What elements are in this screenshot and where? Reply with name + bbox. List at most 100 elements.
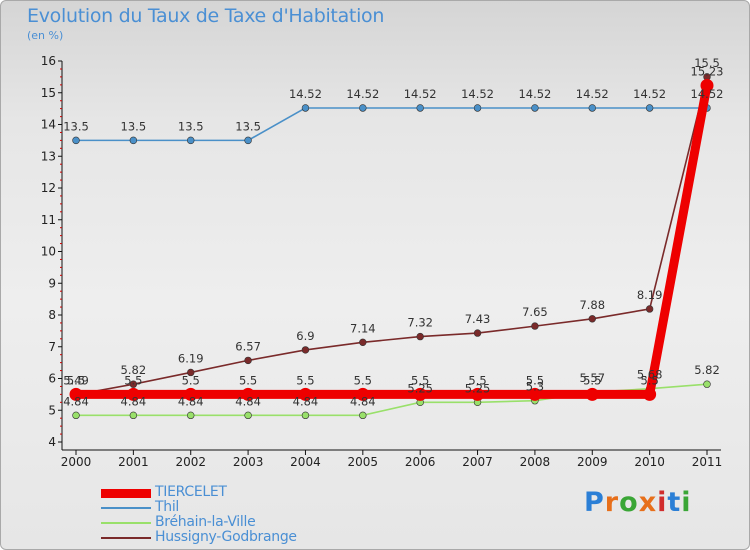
series-point-0 xyxy=(528,387,542,401)
x-tick-label: 2009 xyxy=(577,455,608,469)
y-tick-label: 4 xyxy=(48,435,56,449)
data-label-1: 14.52 xyxy=(633,87,666,101)
data-label-1: 14.52 xyxy=(346,87,379,101)
x-tick-label: 2003 xyxy=(233,455,264,469)
data-label-3: 6.19 xyxy=(178,351,204,365)
logo-letter: i xyxy=(657,487,668,518)
legend-label-tiercelet: TIERCELET xyxy=(155,484,227,500)
series-point-0 xyxy=(585,387,599,401)
series-point-3 xyxy=(187,368,195,377)
data-label-1: 14.52 xyxy=(518,87,551,101)
chart-title: Evolution du Taux de Taxe d'Habitation xyxy=(27,5,385,27)
series-point-0 xyxy=(298,387,312,401)
data-label-1: 13.5 xyxy=(63,119,89,133)
series-point-3 xyxy=(531,322,539,330)
x-tick-label: 2004 xyxy=(290,455,321,469)
y-tick-label: 14 xyxy=(41,118,56,132)
legend-label-thil: Thil xyxy=(155,499,180,515)
data-label-2: 5.82 xyxy=(694,363,720,377)
series-line-2 xyxy=(75,383,708,417)
y-tick-label: 8 xyxy=(48,308,56,322)
series-point-2 xyxy=(244,411,252,420)
series-line-0 xyxy=(71,80,712,399)
series-point-1 xyxy=(531,104,539,112)
series-point-0 xyxy=(643,387,657,401)
data-label-3: 6.9 xyxy=(296,329,314,343)
data-label-0: 5.5 xyxy=(526,373,544,387)
x-tick-label: 2011 xyxy=(692,455,723,469)
series-point-3 xyxy=(359,338,367,347)
x-tick-label: 2002 xyxy=(175,455,206,469)
series-point-1 xyxy=(187,136,195,145)
data-label-3: 7.14 xyxy=(350,321,376,335)
data-label-1: 13.5 xyxy=(121,119,147,133)
data-label-3: 7.32 xyxy=(407,316,433,330)
data-label-3: 7.88 xyxy=(579,298,605,312)
data-label-1: 14.52 xyxy=(404,87,437,101)
data-label-3: 7.43 xyxy=(465,312,491,326)
data-label-1: 14.52 xyxy=(289,87,322,101)
series-point-0 xyxy=(471,387,485,401)
legend-swatch-hussigny xyxy=(101,537,151,539)
data-label-0: 5.5 xyxy=(296,373,314,387)
series-point-0 xyxy=(184,387,198,401)
series-point-3 xyxy=(588,315,596,323)
series-point-1 xyxy=(72,136,80,145)
data-label-3: 5.49 xyxy=(63,374,89,388)
data-label-0: 5.5 xyxy=(583,373,601,387)
y-tick-label: 13 xyxy=(41,149,56,163)
data-label-3: 5.82 xyxy=(121,363,147,377)
data-label-0: 5.5 xyxy=(640,373,658,387)
series-point-3 xyxy=(244,356,252,365)
legend-label-brehain: Bréhain-la-Ville xyxy=(155,514,256,530)
data-label-3: 15.5 xyxy=(694,56,720,70)
series-point-1 xyxy=(301,104,310,112)
data-label-2: 5.68 xyxy=(637,368,663,382)
y-tick-label: 12 xyxy=(41,181,56,195)
data-label-2: 4.84 xyxy=(63,394,89,408)
data-label-2: 5.57 xyxy=(579,371,605,385)
data-label-2: 5.25 xyxy=(407,381,433,395)
x-tick-label: 2007 xyxy=(462,455,493,469)
x-tick-label: 2008 xyxy=(520,455,551,469)
logo-letter: r xyxy=(604,487,620,518)
data-label-1: 14.52 xyxy=(461,87,494,101)
y-tick-label: 15 xyxy=(41,86,56,100)
series-point-2 xyxy=(703,380,711,388)
y-tick-label: 6 xyxy=(48,372,56,386)
logo-letter: x xyxy=(638,487,658,518)
x-tick-label: 2010 xyxy=(634,455,665,469)
data-label-2: 5.3 xyxy=(526,380,544,394)
y-tick-label: 7 xyxy=(48,340,56,354)
logo-letter: P xyxy=(584,487,605,518)
legend-swatch-thil xyxy=(101,507,151,509)
logo-letter: o xyxy=(619,487,639,518)
unit-label: (en %) xyxy=(27,29,64,42)
series-point-3 xyxy=(473,329,482,337)
series-point-0 xyxy=(126,387,140,401)
legend-swatch-tiercelet xyxy=(101,489,151,498)
y-tick-label: 16 xyxy=(41,54,56,68)
data-label-3: 6.57 xyxy=(235,339,261,353)
data-label-2: 4.84 xyxy=(350,394,376,408)
series-point-0 xyxy=(356,387,370,401)
data-label-2: 4.84 xyxy=(293,394,319,408)
data-label-0: 5.5 xyxy=(411,373,429,387)
series-point-2 xyxy=(301,411,310,420)
legend-swatch-brehain xyxy=(101,522,151,524)
series-point-1 xyxy=(244,136,252,145)
series-point-1 xyxy=(645,104,654,112)
data-label-0: 5.5 xyxy=(67,373,85,387)
series-point-1 xyxy=(588,104,596,112)
series-point-1 xyxy=(473,104,482,112)
proxiti-logo: Proxiti xyxy=(584,487,692,518)
data-label-2: 5.25 xyxy=(465,381,491,395)
series-point-0 xyxy=(241,387,255,401)
logo-letter: i xyxy=(681,487,692,518)
series-point-0 xyxy=(413,387,427,401)
legend-label-hussigny: Hussigny-Godbrange xyxy=(155,529,297,545)
data-label-1: 14.52 xyxy=(576,87,609,101)
data-label-2: 4.84 xyxy=(178,394,204,408)
y-tick-label: 10 xyxy=(41,245,56,259)
x-tick-label: 2005 xyxy=(348,455,379,469)
